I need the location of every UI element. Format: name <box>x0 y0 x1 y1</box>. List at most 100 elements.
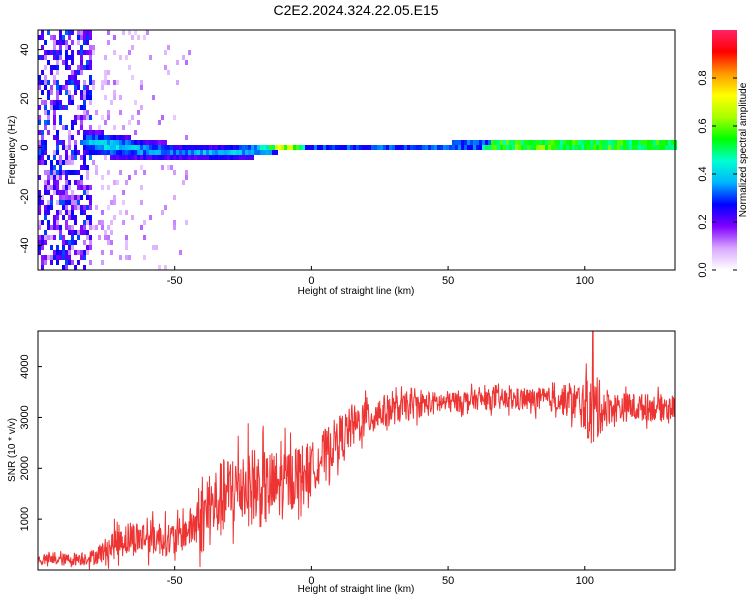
heatmap-cell <box>62 195 65 200</box>
heatmap-cell <box>65 180 68 185</box>
heatmap-cell <box>53 75 56 80</box>
heatmap-cell <box>86 95 89 100</box>
heatmap-cell <box>68 200 71 205</box>
heatmap-cell <box>260 145 263 150</box>
heatmap-cell <box>251 145 254 150</box>
heatmap-cell <box>119 155 122 160</box>
heatmap-cell <box>92 135 95 140</box>
heatmap-cell <box>41 55 44 60</box>
heatmap-cell <box>71 100 74 105</box>
heatmap-cell <box>269 145 272 150</box>
heatmap-cell <box>128 30 131 35</box>
heatmap-cell <box>68 140 71 145</box>
heatmap-cell <box>71 120 74 125</box>
heatmap-cell <box>398 145 401 150</box>
heatmap-cell <box>74 145 77 150</box>
heatmap-cell <box>110 135 113 140</box>
heatmap-cell <box>44 50 47 55</box>
heatmap-cell <box>113 150 116 155</box>
heatmap-cell <box>71 260 74 265</box>
heatmap-cell <box>47 95 50 100</box>
heatmap-cell <box>143 35 146 40</box>
heatmap-cell <box>38 250 41 255</box>
heatmap-cell <box>236 145 239 150</box>
y-tick-label: 20 <box>19 92 31 104</box>
heatmap-cell <box>665 145 668 150</box>
heatmap-cell <box>68 230 71 235</box>
heatmap-cell <box>254 150 257 155</box>
heatmap-cell <box>56 100 59 105</box>
heatmap-cell <box>566 145 569 150</box>
heatmap-cell <box>155 140 158 145</box>
heatmap-cell <box>83 185 86 190</box>
heatmap-cell <box>512 145 515 150</box>
heatmap-cell <box>200 150 203 155</box>
heatmap-cell <box>74 170 77 175</box>
heatmap-cell <box>65 250 68 255</box>
heatmap-cell <box>578 140 581 145</box>
heatmap-cell <box>614 140 617 145</box>
heatmap-cell <box>80 225 83 230</box>
heatmap-cell <box>122 145 125 150</box>
heatmap-cell <box>215 155 218 160</box>
heatmap-cell <box>107 115 110 120</box>
spectrogram-title: C2E2.2024.324.22.05.E15 <box>273 2 438 18</box>
heatmap-cell <box>38 240 41 245</box>
heatmap-cell <box>221 145 224 150</box>
heatmap-cell <box>596 145 599 150</box>
heatmap-cell <box>56 85 59 90</box>
heatmap-cell <box>47 255 50 260</box>
x-tick-label: 100 <box>576 275 594 287</box>
heatmap-cell <box>236 155 239 160</box>
heatmap-cell <box>38 210 41 215</box>
heatmap-cell <box>269 150 272 155</box>
heatmap-cell <box>110 100 113 105</box>
heatmap-cell <box>299 145 302 150</box>
heatmap-cell <box>74 120 77 125</box>
heatmap-cell <box>119 170 122 175</box>
y-tick-label: -20 <box>19 189 31 205</box>
x-tick-label: 0 <box>308 275 314 287</box>
heatmap-cell <box>569 145 572 150</box>
heatmap-cell <box>173 220 176 225</box>
heatmap-cell <box>68 75 71 80</box>
heatmap-cell <box>242 145 245 150</box>
heatmap-cell <box>617 140 620 145</box>
heatmap-cell <box>56 210 59 215</box>
heatmap-cell <box>590 145 593 150</box>
heatmap-cell <box>56 190 59 195</box>
heatmap-cell <box>665 140 668 145</box>
heatmap-cell <box>59 105 62 110</box>
heatmap-cell <box>62 250 65 255</box>
heatmap-cell <box>50 245 53 250</box>
heatmap-cell <box>413 145 416 150</box>
heatmap-cell <box>98 220 101 225</box>
heatmap-cell <box>668 145 671 150</box>
heatmap-cell <box>479 145 482 150</box>
heatmap-cell <box>344 145 347 150</box>
heatmap-cell <box>131 150 134 155</box>
heatmap-cell <box>161 150 164 155</box>
heatmap-cell <box>86 185 89 190</box>
heatmap-cell <box>56 180 59 185</box>
heatmap-cell <box>95 205 98 210</box>
heatmap-cell <box>74 220 77 225</box>
heatmap-cell <box>149 55 152 60</box>
heatmap-cell <box>119 150 122 155</box>
heatmap-cell <box>86 140 89 145</box>
heatmap-cell <box>191 155 194 160</box>
heatmap-cell <box>89 80 92 85</box>
heatmap-cell <box>74 80 77 85</box>
heatmap-cell <box>185 175 188 180</box>
heatmap-cell <box>59 160 62 165</box>
heatmap-cell <box>200 145 203 150</box>
heatmap-cell <box>116 135 119 140</box>
heatmap-cell <box>74 240 77 245</box>
heatmap-cell <box>53 115 56 120</box>
heatmap-cell <box>86 30 89 35</box>
heatmap-cell <box>500 140 503 145</box>
heatmap-cell <box>131 145 134 150</box>
heatmap-cell <box>53 220 56 225</box>
heatmap-cell <box>71 230 74 235</box>
heatmap-cell <box>71 170 74 175</box>
